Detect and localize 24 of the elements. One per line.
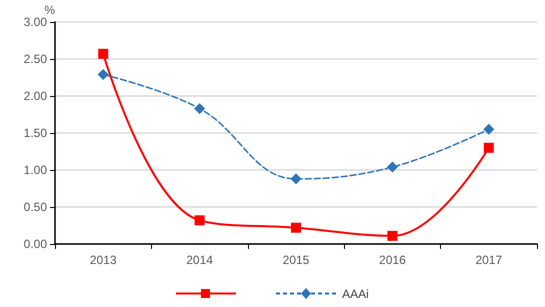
point (387, 230, 398, 241)
x-tick-label: 2013 (90, 253, 117, 267)
x-tick-label: 2017 (475, 253, 502, 267)
point (484, 142, 494, 153)
point (386, 162, 398, 173)
point (194, 215, 205, 226)
legend-label: AAAi (342, 286, 369, 300)
point (194, 103, 206, 114)
point (98, 48, 108, 59)
point (483, 124, 494, 135)
y-tick-label: 0.50 (24, 200, 48, 214)
y-tick-label: 2.00 (24, 89, 48, 103)
y-tick-label: 1.50 (24, 126, 48, 140)
y-axis-title: % (44, 3, 56, 17)
y-tick-label: 0.00 (24, 237, 48, 251)
x-tick-label: 2014 (186, 253, 214, 267)
point (290, 173, 302, 184)
point (291, 222, 301, 233)
y-tick-label: 2.50 (24, 52, 48, 66)
point (98, 69, 109, 80)
y-tick-label: 1.00 (24, 163, 48, 177)
y-tick-label: 3.00 (24, 15, 48, 29)
x-tick-label: 2015 (282, 253, 310, 267)
x-tick-label: 2016 (379, 253, 406, 267)
